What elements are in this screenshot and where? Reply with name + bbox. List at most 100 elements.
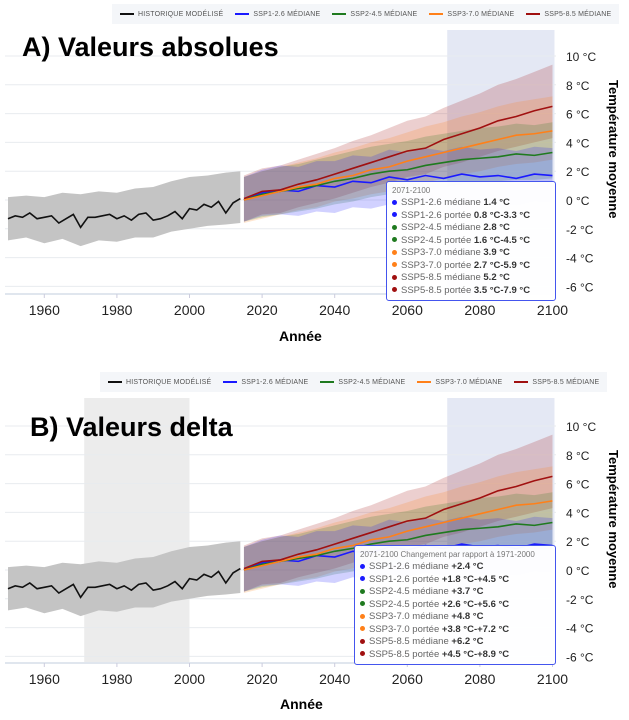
legend-item-historical[interactable]: HISTORIQUE MODÉLISÉ: [108, 379, 211, 386]
legend-item-historical[interactable]: HISTORIQUE MODÉLISÉ: [120, 11, 223, 18]
y-tick-label: 0 °C: [566, 194, 590, 208]
tooltip-label: SSP3-7.0 portée: [369, 623, 442, 635]
legend-label: SSP5-8.5 MÉDIANE: [532, 378, 600, 386]
scenario-dot-icon: [360, 613, 365, 619]
ssp245-range-band: [243, 492, 553, 592]
x-tick-label: 2060: [392, 302, 423, 318]
tooltip-row: SSP3-7.0 médiane 3.9 °C: [392, 247, 550, 260]
tooltip-value: +2.6 °C-+5.6 °C: [441, 598, 510, 610]
panel-title: B) Valeurs delta: [30, 412, 233, 442]
tooltip-value: +6.2 °C: [451, 636, 484, 647]
x-axis-label: Année: [280, 696, 323, 712]
tooltip-row: SSP2-4.5 médiane +3.7 °C: [360, 586, 550, 599]
y-tick-label: -6 °C: [566, 280, 594, 294]
x-tick-label: 1980: [101, 302, 132, 318]
y-tick-label: 0 °C: [566, 564, 590, 578]
x-tick-label: 2040: [319, 302, 350, 318]
y-tick-label: 2 °C: [566, 165, 590, 179]
tooltip-row: SSP2-4.5 portée 1.6 °C-4.5 °C: [392, 235, 550, 248]
y-tick-label: 6 °C: [566, 108, 590, 122]
scenario-dot-icon: [360, 563, 365, 569]
legend-label: SSP1-2.6 MÉDIANE: [241, 378, 309, 386]
legend-item-ssp585[interactable]: SSP5-8.5 MÉDIANE: [514, 379, 599, 386]
tooltip-row: SSP1-2.6 portée 0.8 °C-3.3 °C: [392, 210, 550, 223]
legend-item-ssp126[interactable]: SSP1-2.6 MÉDIANE: [235, 11, 320, 18]
x-tick-label: 2100: [537, 302, 568, 318]
tooltip-row: SSP5-8.5 médiane +6.2 °C: [360, 636, 550, 649]
scenario-dot-icon: [360, 588, 365, 594]
scenario-dot-icon: [392, 262, 397, 268]
y-tick-label: 2 °C: [566, 535, 590, 549]
legend-item-ssp245[interactable]: SSP2-4.5 MÉDIANE: [332, 11, 417, 18]
legend-swatch: [429, 12, 444, 15]
legend-b: HISTORIQUE MODÉLISÉ SSP1-2.6 MÉDIANE SSP2-…: [100, 372, 608, 392]
legend-label: SSP3-7.0 MÉDIANE: [435, 378, 503, 386]
legend-swatch: [120, 12, 134, 15]
legend-swatch: [223, 380, 238, 383]
historical-median-line: [7, 197, 241, 229]
tooltip-row: SSP5-8.5 portée +4.5 °C-+8.9 °C: [360, 649, 550, 662]
tooltip-value: 2.7 °C-5.9 °C: [473, 259, 531, 271]
tooltip-label: SSP2-4.5 portée: [369, 598, 442, 610]
scenario-dot-icon: [360, 601, 365, 607]
tooltip-label: SSP2-4.5 portée: [401, 234, 474, 246]
tooltip-label: SSP2-4.5 médiane: [401, 222, 484, 233]
historical-range-band: [8, 171, 241, 247]
legend-label: HISTORIQUE MODÉLISÉ: [126, 378, 212, 386]
reference-period-highlight: [84, 398, 190, 663]
ssp370-range-band: [243, 96, 553, 224]
x-tick-label: 1960: [29, 671, 60, 687]
y-tick-label: -4 °C: [566, 252, 594, 266]
tooltip-label: SSP3-7.0 portée: [401, 259, 474, 271]
y-tick-label: 10 °C: [566, 420, 596, 434]
legend-label: SSP2-4.5 MÉDIANE: [338, 378, 406, 386]
scenario-dot-icon: [360, 638, 365, 644]
tooltip-a: 2071-2100 SSP1-2.6 médiane 1.4 °C SSP1-2.6…: [386, 181, 556, 301]
scenario-dot-icon: [392, 274, 397, 280]
tooltip-label: SSP1-2.6 médiane: [401, 197, 484, 208]
tooltip-value: +3.8 °C-+7.2 °C: [441, 623, 510, 635]
tooltip-label: SSP3-7.0 médiane: [401, 247, 484, 258]
y-axis-label: Température moyenne: [606, 80, 621, 219]
legend-label: HISTORIQUE MODÉLISÉ: [138, 10, 224, 18]
tooltip-label: SSP1-2.6 portée: [369, 573, 442, 585]
tooltip-value: +4.5 °C-+8.9 °C: [441, 648, 510, 660]
tooltip-row: SSP2-4.5 portée +2.6 °C-+5.6 °C: [360, 599, 550, 612]
legend-label: SSP3-7.0 MÉDIANE: [447, 10, 515, 18]
x-tick-label: 2080: [464, 671, 495, 687]
tooltip-label: SSP5-8.5 médiane: [401, 272, 484, 283]
y-tick-label: 4 °C: [566, 506, 590, 520]
tooltip-value: 5.2 °C: [483, 272, 510, 283]
legend-item-ssp126[interactable]: SSP1-2.6 MÉDIANE: [223, 379, 308, 386]
legend-item-ssp370[interactable]: SSP3-7.0 MÉDIANE: [417, 379, 502, 386]
legend-swatch: [417, 380, 432, 383]
y-tick-label: 8 °C: [566, 449, 590, 463]
historical-range-band: [8, 541, 241, 617]
tooltip-value: 2.8 °C: [483, 222, 510, 233]
x-axis-label: Année: [279, 328, 322, 344]
panel-title: A) Valeurs absolues: [22, 32, 279, 62]
y-tick-label: 10 °C: [566, 50, 596, 64]
ssp370-median-line: [243, 500, 553, 571]
tooltip-row: SSP5-8.5 portée 3.5 °C-7.9 °C: [392, 285, 550, 298]
ssp126-median-line: [243, 173, 553, 201]
legend-swatch: [235, 12, 250, 15]
legend-swatch: [108, 380, 122, 383]
tooltip-label: SSP1-2.6 portée: [401, 209, 474, 221]
tooltip-row: SSP1-2.6 médiane 1.4 °C: [392, 197, 550, 210]
x-tick-label: 2000: [174, 302, 205, 318]
legend-item-ssp370[interactable]: SSP3-7.0 MÉDIANE: [429, 11, 514, 18]
legend-item-ssp245[interactable]: SSP2-4.5 MÉDIANE: [320, 379, 405, 386]
scenario-dot-icon: [392, 287, 397, 293]
ssp245-median-line: [243, 151, 553, 201]
tooltip-value: 0.8 °C-3.3 °C: [473, 209, 531, 221]
tooltip-label: SSP5-8.5 portée: [369, 648, 442, 660]
tooltip-row: SSP3-7.0 portée 2.7 °C-5.9 °C: [392, 260, 550, 273]
legend-item-ssp585[interactable]: SSP5-8.5 MÉDIANE: [526, 11, 611, 18]
scenario-dot-icon: [392, 224, 397, 230]
scenario-dot-icon: [392, 199, 397, 205]
x-tick-label: 2020: [247, 302, 278, 318]
legend-swatch: [526, 12, 541, 15]
scenario-dot-icon: [392, 249, 397, 255]
